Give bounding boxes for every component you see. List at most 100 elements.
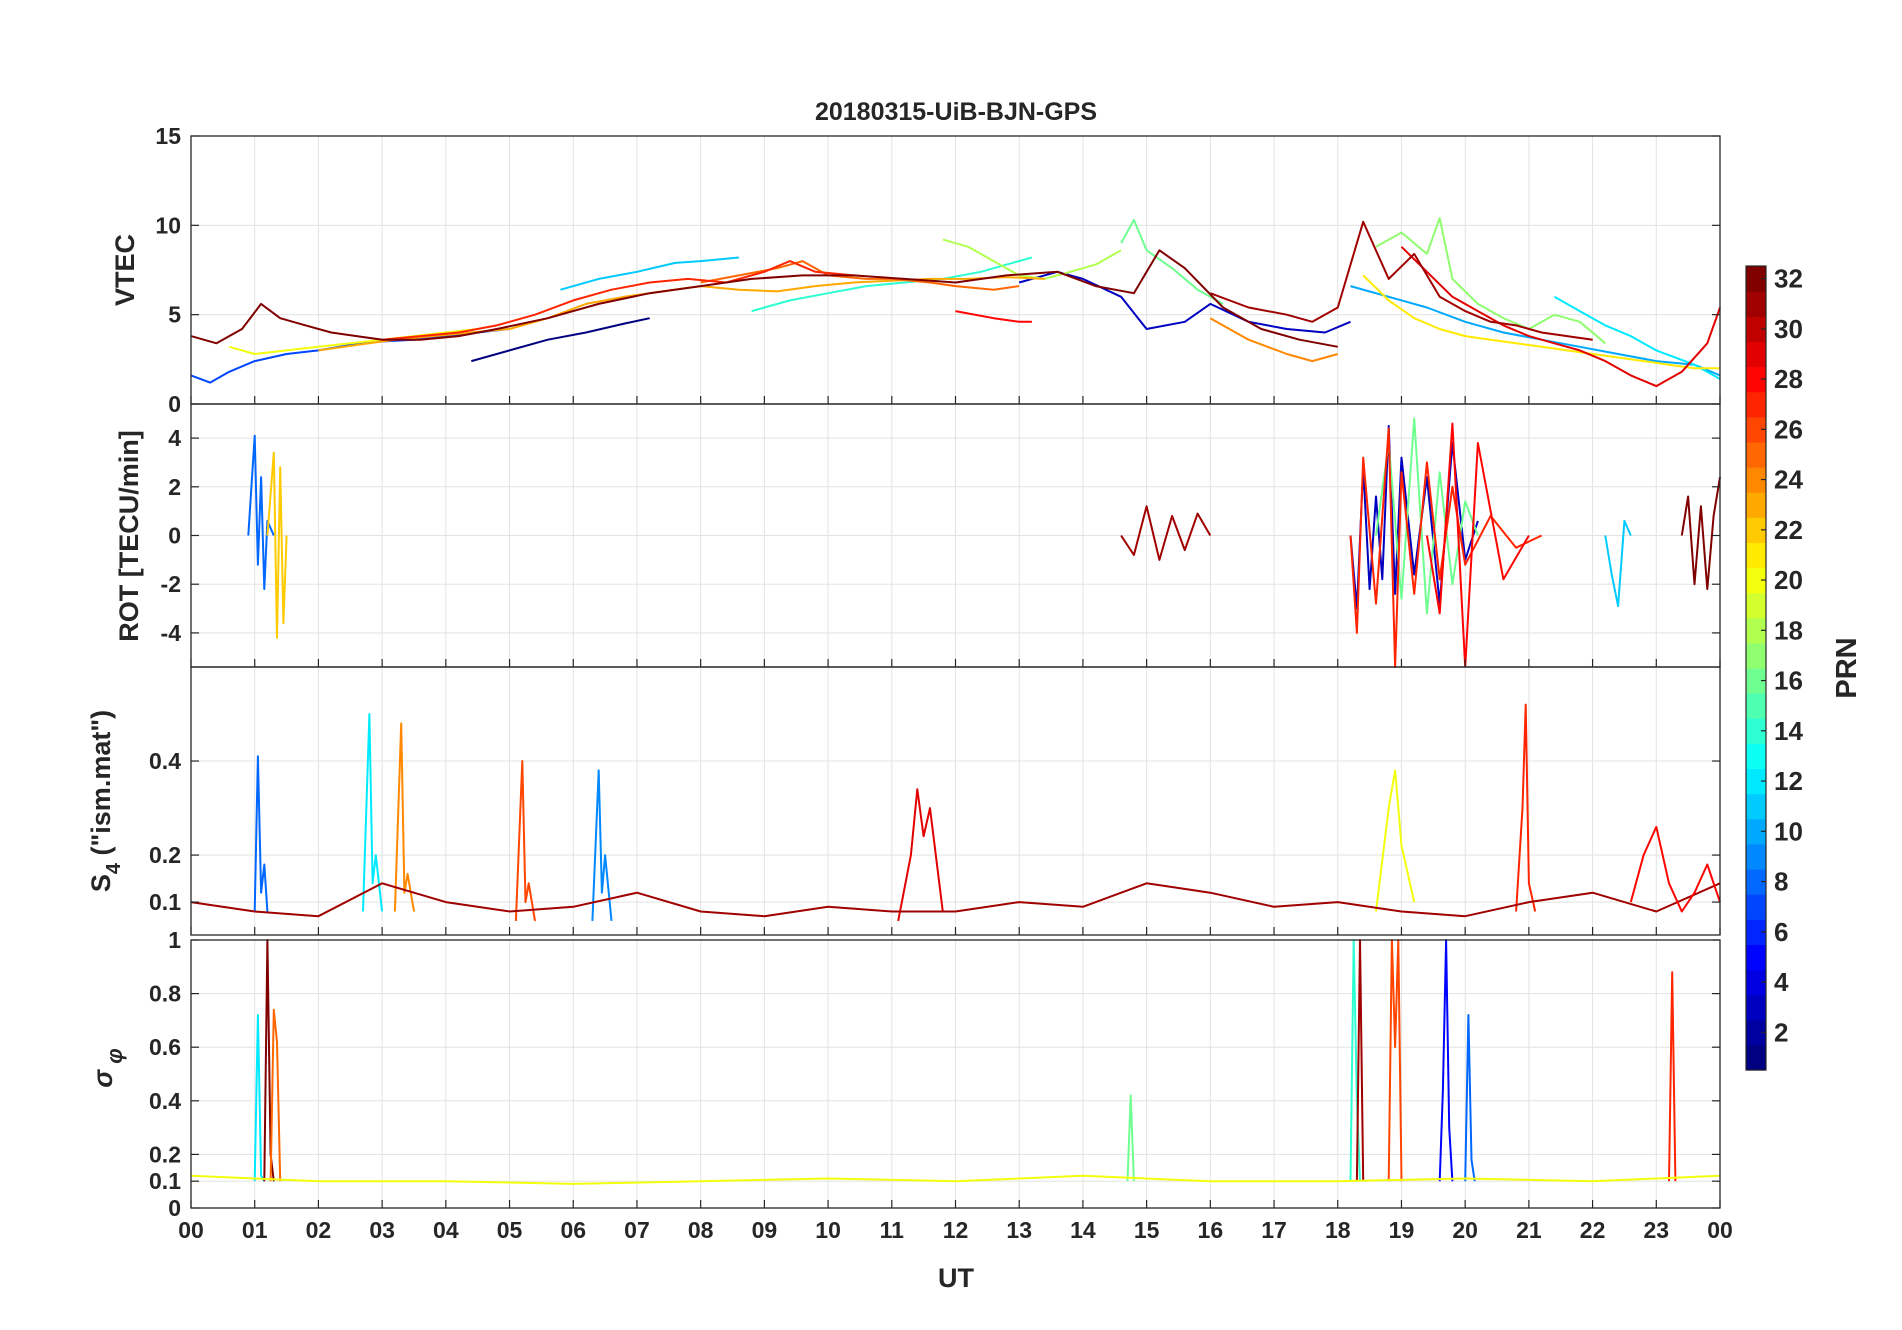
colorbar-segment	[1746, 316, 1766, 342]
vtec-ytick-label: 0	[168, 391, 181, 417]
colorbar-segment	[1746, 718, 1766, 744]
sigma-ytick-label: 0	[168, 1195, 181, 1221]
s4-lines	[190, 703, 1721, 922]
x-tick-label: 03	[369, 1217, 395, 1243]
colorbar-segment	[1746, 743, 1766, 770]
x-axis-label: UT	[938, 1263, 974, 1293]
s4-ytick-label: 0.2	[149, 842, 181, 868]
rot-series-prn-22	[266, 451, 288, 639]
x-tick-label: 07	[624, 1217, 650, 1243]
x-tick-label: 22	[1580, 1217, 1606, 1243]
colorbar-segment	[1746, 818, 1766, 845]
s4-series-prn-26	[514, 760, 536, 922]
colorbar-tick-label: 22	[1774, 515, 1803, 545]
vtec-series-prn-18	[942, 238, 1122, 280]
colorbar-segment	[1746, 944, 1766, 971]
colorbar-segment	[1746, 994, 1766, 1021]
x-tick-label: 08	[688, 1217, 714, 1243]
rot-series-prn-31	[1120, 505, 1212, 561]
sigma-series-prn-8	[1464, 1014, 1476, 1182]
colorbar-label: PRN	[1831, 637, 1863, 698]
rot-ytick-label: 2	[168, 474, 181, 500]
colorbar-segment	[1746, 266, 1766, 292]
s4-ylabel-main: S	[86, 874, 116, 892]
x-tick-label: 04	[433, 1217, 459, 1243]
vtec-series-prn-17	[1375, 217, 1606, 345]
x-tick-label: 00	[178, 1217, 204, 1243]
colorbar-segment	[1746, 668, 1766, 694]
s4-series-prn-24	[393, 722, 415, 912]
colorbar-segment	[1746, 542, 1766, 569]
x-ticklabels: 00 01 02 03 04 05 06 07 08 09 10 11 12 13 14 15 16 17 18 19…	[178, 1217, 1733, 1243]
sigma-yticks: 00.10.2 0.4 0.6 0.8 1	[149, 927, 1721, 1221]
sigma-ylabel-sub: φ	[102, 1048, 127, 1063]
rot-series-prn-27	[1349, 427, 1543, 668]
colorbar-tick-label: 10	[1774, 816, 1803, 846]
rot-ytick-label: -2	[161, 571, 181, 597]
colorbar-segment	[1746, 517, 1766, 543]
colorbar-segment	[1746, 592, 1766, 619]
vtec-series-prn-21	[1362, 274, 1720, 370]
s4-series-prn-8	[253, 755, 269, 912]
colorbar-tick-label: 28	[1774, 364, 1803, 394]
colorbar-tick-label: 16	[1774, 666, 1803, 696]
panel-sigma-phi: 00.10.20.40.60.81 σφ 00 01 02 03 04 05 06 07 08 0…	[88, 927, 1733, 1293]
x-tick-label: 14	[1070, 1217, 1096, 1243]
sigma-series-prn-27	[1668, 971, 1677, 1182]
x-tick-label: 00	[1707, 1217, 1733, 1243]
x-tick-label: 02	[306, 1217, 332, 1243]
colorbar-tick-label: 4	[1774, 967, 1789, 997]
vtec-lines	[190, 217, 1721, 388]
colorbar-segment	[1746, 467, 1766, 493]
x-tick-label: 20	[1452, 1217, 1478, 1243]
vtec-ytick-label: 15	[155, 123, 181, 149]
vtec-series-prn-27	[382, 260, 854, 341]
s4-series-prn-20	[1375, 769, 1416, 912]
s4-series-prn-9	[591, 769, 613, 921]
colorbar-segment	[1746, 969, 1766, 996]
colorbar-tick-label: 6	[1774, 917, 1788, 947]
sigma-ytick-label: 0.4	[149, 1088, 181, 1114]
panel-vtec: 0 5 10 15 VTEC	[110, 123, 1721, 417]
vtec-series-prn-16	[1120, 219, 1224, 305]
s4-ylabel: S4 ("ism.mat")	[86, 710, 125, 892]
vtec-series-prn-3	[1018, 270, 1351, 334]
rot-ytick-label: -4	[161, 620, 182, 646]
s4-yticks: 0.1 0.2 0.4	[149, 748, 1721, 935]
vtec-series-prn-1	[471, 317, 650, 363]
s4-ylabel-sub: 4	[103, 862, 125, 874]
colorbar-segment	[1746, 919, 1766, 945]
colorbar-tick-label: 30	[1774, 314, 1803, 344]
sigma-series-prn-14	[1349, 939, 1361, 1182]
colorbar-gradient	[1746, 266, 1766, 1071]
vtec-series-prn-32	[190, 249, 1338, 348]
rot-series-prn-16	[1375, 417, 1479, 615]
colorbar-segment	[1746, 693, 1766, 719]
colorbar-segment	[1746, 416, 1766, 443]
x-tick-label: 17	[1261, 1217, 1287, 1243]
x-tick-label: 12	[943, 1217, 969, 1243]
colorbar-segment	[1746, 391, 1766, 418]
colorbar-segment	[1746, 1044, 1766, 1071]
x-tick-label: 16	[1198, 1217, 1224, 1243]
sigma-ylabel-main: σ	[88, 1069, 118, 1088]
vtec-series-prn-12	[1553, 295, 1721, 380]
colorbar-segment	[1746, 768, 1766, 795]
s4-series-prn-12	[362, 713, 384, 912]
colorbar-tick-label: 26	[1774, 414, 1803, 444]
vtec-series-prn-11	[560, 256, 739, 291]
rot-ytick-label: 0	[168, 523, 181, 549]
colorbar-frame	[1745, 265, 1767, 1071]
colorbar-tick-label: 24	[1774, 465, 1803, 495]
vtec-ytick-label: 5	[168, 302, 181, 328]
s4-series-prn-29	[897, 788, 944, 922]
colorbar-tick-label: 14	[1774, 716, 1803, 746]
colorbar-segment	[1746, 341, 1766, 368]
colorbar-tick-label: 18	[1774, 615, 1803, 645]
vtec-yticks: 0 5 10 15	[155, 123, 1721, 417]
x-tick-label: 01	[242, 1217, 268, 1243]
